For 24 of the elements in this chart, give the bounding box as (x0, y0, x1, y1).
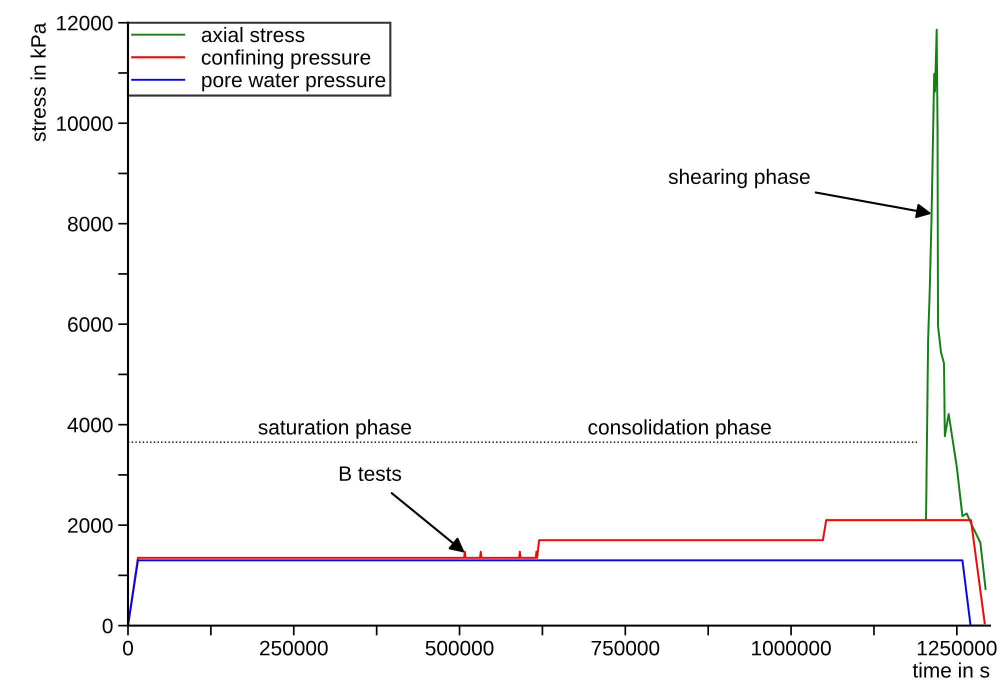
x-axis-title: time in s (912, 662, 990, 678)
y-tick-label: 4000 (68, 418, 113, 432)
y-tick-label: 0 (102, 618, 113, 634)
x-tick-label: 1000000 (752, 640, 831, 656)
x-tick-label: 500000 (426, 640, 494, 656)
y-tick-label: 6000 (68, 317, 113, 332)
y-tick-label: 2000 (68, 518, 113, 533)
y-tick-label: 10000 (57, 116, 113, 131)
annotation: shearing phase (668, 168, 810, 188)
x-tick-label: 250000 (260, 640, 328, 656)
y-tick-label: 12000 (57, 16, 113, 30)
line-series (925, 28, 987, 590)
legend-label: confining pressure (202, 49, 370, 69)
y-tick-label: 8000 (68, 216, 113, 232)
y-axis-title: stress in kPa (30, 22, 46, 142)
x-tick-label: 750000 (592, 640, 660, 656)
annotation: saturation phase (258, 419, 411, 439)
x-tick-label: 1250000 (918, 640, 997, 656)
legend-label: pore water pressure (202, 74, 386, 92)
annotation: consolidation phase (588, 419, 771, 439)
x-tick-label: 0 (123, 640, 133, 656)
legend-label: axial stress (202, 26, 304, 42)
line-series (128, 519, 986, 626)
annotation: B tests (340, 466, 402, 481)
